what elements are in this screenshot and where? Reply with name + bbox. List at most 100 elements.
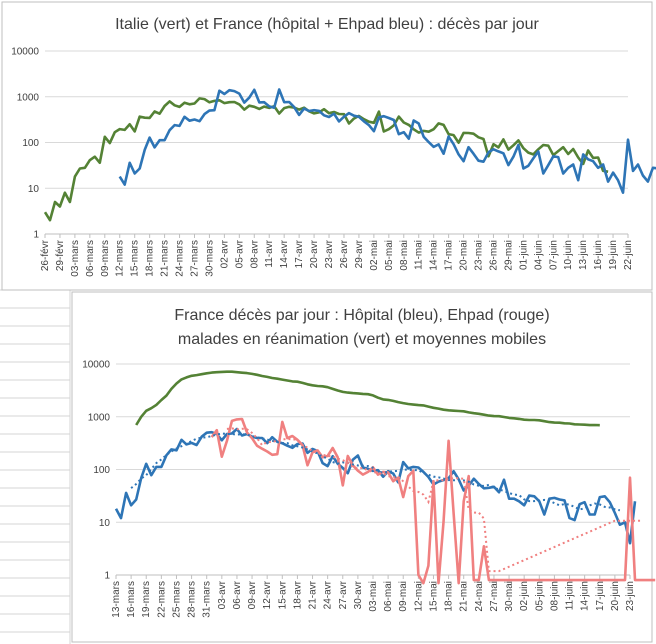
x-tick-label: 23-mai	[474, 240, 485, 271]
x-tick-label: 07-juin	[548, 240, 559, 270]
x-tick-label: 22-juin	[623, 240, 634, 270]
x-tick-label: 15-avr	[277, 580, 288, 609]
x-tick-label: 19-mars	[141, 581, 152, 618]
chart2-moving-averages	[130, 427, 641, 573]
x-tick-label: 26-avr	[339, 239, 350, 268]
x-tick-label: 03-avr	[217, 580, 228, 609]
x-tick-label: 13-juin	[578, 240, 589, 270]
x-tick-label: 04-juin	[533, 240, 544, 270]
x-tick-label: 08-juin	[549, 581, 560, 611]
x-tick-label: 21-mai	[459, 581, 470, 612]
x-tick-label: 02-juin	[519, 581, 530, 611]
x-tick-label: 20-avr	[309, 239, 320, 268]
chart2-y-axis: 1 10 100 1000 10000	[82, 360, 110, 582]
y-tick-label: 1	[33, 230, 39, 241]
chart-italy-france: Italie (vert) et France (hôpital + Ehpad…	[1, 1, 656, 291]
x-tick-label: 24-avr	[323, 580, 334, 609]
x-tick-label: 31-mars	[202, 581, 213, 618]
y-tick-label: 10000	[82, 360, 110, 371]
x-tick-label: 09-mai	[398, 581, 409, 612]
spreadsheet-grid	[0, 289, 71, 644]
x-tick-label: 21-avr	[308, 580, 319, 609]
x-tick-label: 20-mai	[459, 240, 470, 271]
moving-average-line-1	[130, 432, 621, 512]
y-tick-label: 100	[93, 465, 110, 476]
x-tick-label: 09-mars	[100, 240, 111, 277]
series-line-1	[118, 88, 656, 194]
chart1-x-axis: 26-févr 29-févr 03-mars 06-mars 09-mars 12-ma…	[40, 234, 634, 277]
x-tick-label: 14-juin	[580, 581, 591, 611]
y-tick-label: 10000	[11, 47, 39, 58]
x-tick-label: 27-avr	[338, 580, 349, 609]
x-tick-label: 08-avr	[249, 239, 260, 268]
x-tick-label: 05-avr	[234, 239, 245, 268]
y-tick-label: 1	[104, 571, 110, 582]
x-tick-label: 18-mars	[145, 240, 156, 277]
y-tick-label: 10	[28, 184, 40, 195]
x-tick-label: 10-juin	[563, 240, 574, 270]
x-tick-label: 11-avr	[264, 239, 275, 267]
x-tick-label: 23-avr	[324, 239, 335, 268]
chart2-x-axis: 13-mars 16-mars 19-mars 22-mars 25-mars 28-ma…	[111, 575, 636, 618]
x-tick-label: 06-avr	[232, 580, 243, 609]
x-tick-label: 14-mai	[429, 240, 440, 271]
x-tick-label: 08-mai	[399, 240, 410, 271]
x-tick-label: 27-mai	[489, 581, 500, 612]
chart-france-detail: France décès par jour : Hôpital (bleu), …	[71, 291, 656, 643]
chart1-title: Italie (vert) et France (hôpital + Ehpad…	[115, 16, 539, 33]
x-tick-label: 24-mars	[175, 240, 186, 277]
x-tick-label: 12-mai	[413, 581, 424, 612]
x-tick-label: 02-mai	[369, 240, 380, 271]
x-tick-label: 30-mai	[504, 581, 515, 612]
x-tick-label: 30-mars	[204, 240, 215, 277]
x-tick-label: 06-mars	[85, 240, 96, 277]
x-tick-label: 05-mai	[384, 240, 395, 271]
x-tick-label: 28-mars	[187, 581, 198, 618]
x-tick-label: 21-mars	[160, 240, 171, 277]
chart1-gridlines	[45, 50, 628, 235]
x-tick-label: 09-avr	[247, 580, 258, 609]
x-tick-label: 30-avr	[353, 580, 364, 609]
x-tick-label: 19-juin	[608, 240, 619, 270]
chart2-title-line1: France décès par jour : Hôpital (bleu), …	[174, 307, 549, 324]
x-tick-label: 20-juin	[610, 581, 621, 611]
chart1-y-axis: 1 10 100 1000 10000	[11, 47, 39, 241]
x-tick-label: 17-juin	[595, 581, 606, 611]
x-tick-label: 22-mars	[156, 581, 167, 618]
x-tick-label: 25-mars	[171, 581, 182, 618]
x-tick-label: 02-avr	[219, 239, 230, 268]
x-tick-label: 26-mai	[488, 240, 499, 271]
x-tick-label: 13-mars	[111, 581, 122, 618]
chart1-series	[43, 88, 656, 222]
x-tick-label: 03-mai	[368, 581, 379, 612]
x-tick-label: 26-févr	[40, 239, 51, 271]
x-tick-label: 29-mai	[503, 240, 514, 271]
x-tick-label: 16-juin	[593, 240, 604, 270]
x-tick-label: 06-mai	[383, 581, 394, 612]
x-tick-label: 27-mars	[189, 240, 200, 277]
series-line-0	[135, 370, 600, 427]
x-tick-label: 03-mars	[70, 240, 81, 277]
x-tick-label: 01-juin	[518, 240, 529, 270]
x-tick-label: 17-avr	[294, 239, 305, 268]
y-tick-label: 100	[22, 138, 39, 149]
x-tick-label: 14-avr	[279, 239, 290, 268]
x-tick-label: 05-juin	[534, 581, 545, 611]
chart2-title-line2: malades en réanimation (vert) et moyenne…	[178, 331, 546, 348]
x-tick-label: 24-mai	[474, 581, 485, 612]
y-tick-label: 1000	[88, 412, 111, 423]
x-tick-label: 23-juin	[625, 581, 636, 611]
y-tick-label: 1000	[17, 92, 40, 103]
y-tick-label: 10	[99, 518, 111, 529]
x-tick-label: 15-mars	[130, 240, 141, 277]
x-tick-label: 15-mai	[428, 581, 439, 612]
x-tick-label: 11-mai	[414, 240, 425, 270]
x-tick-label: 12-mars	[115, 240, 126, 277]
x-tick-label: 17-mai	[444, 240, 455, 271]
x-tick-label: 29-avr	[354, 239, 365, 268]
series-line-0	[43, 97, 609, 222]
x-tick-label: 16-mars	[126, 581, 137, 618]
x-tick-label: 12-avr	[262, 580, 273, 609]
x-tick-label: 11-juin	[565, 581, 576, 610]
